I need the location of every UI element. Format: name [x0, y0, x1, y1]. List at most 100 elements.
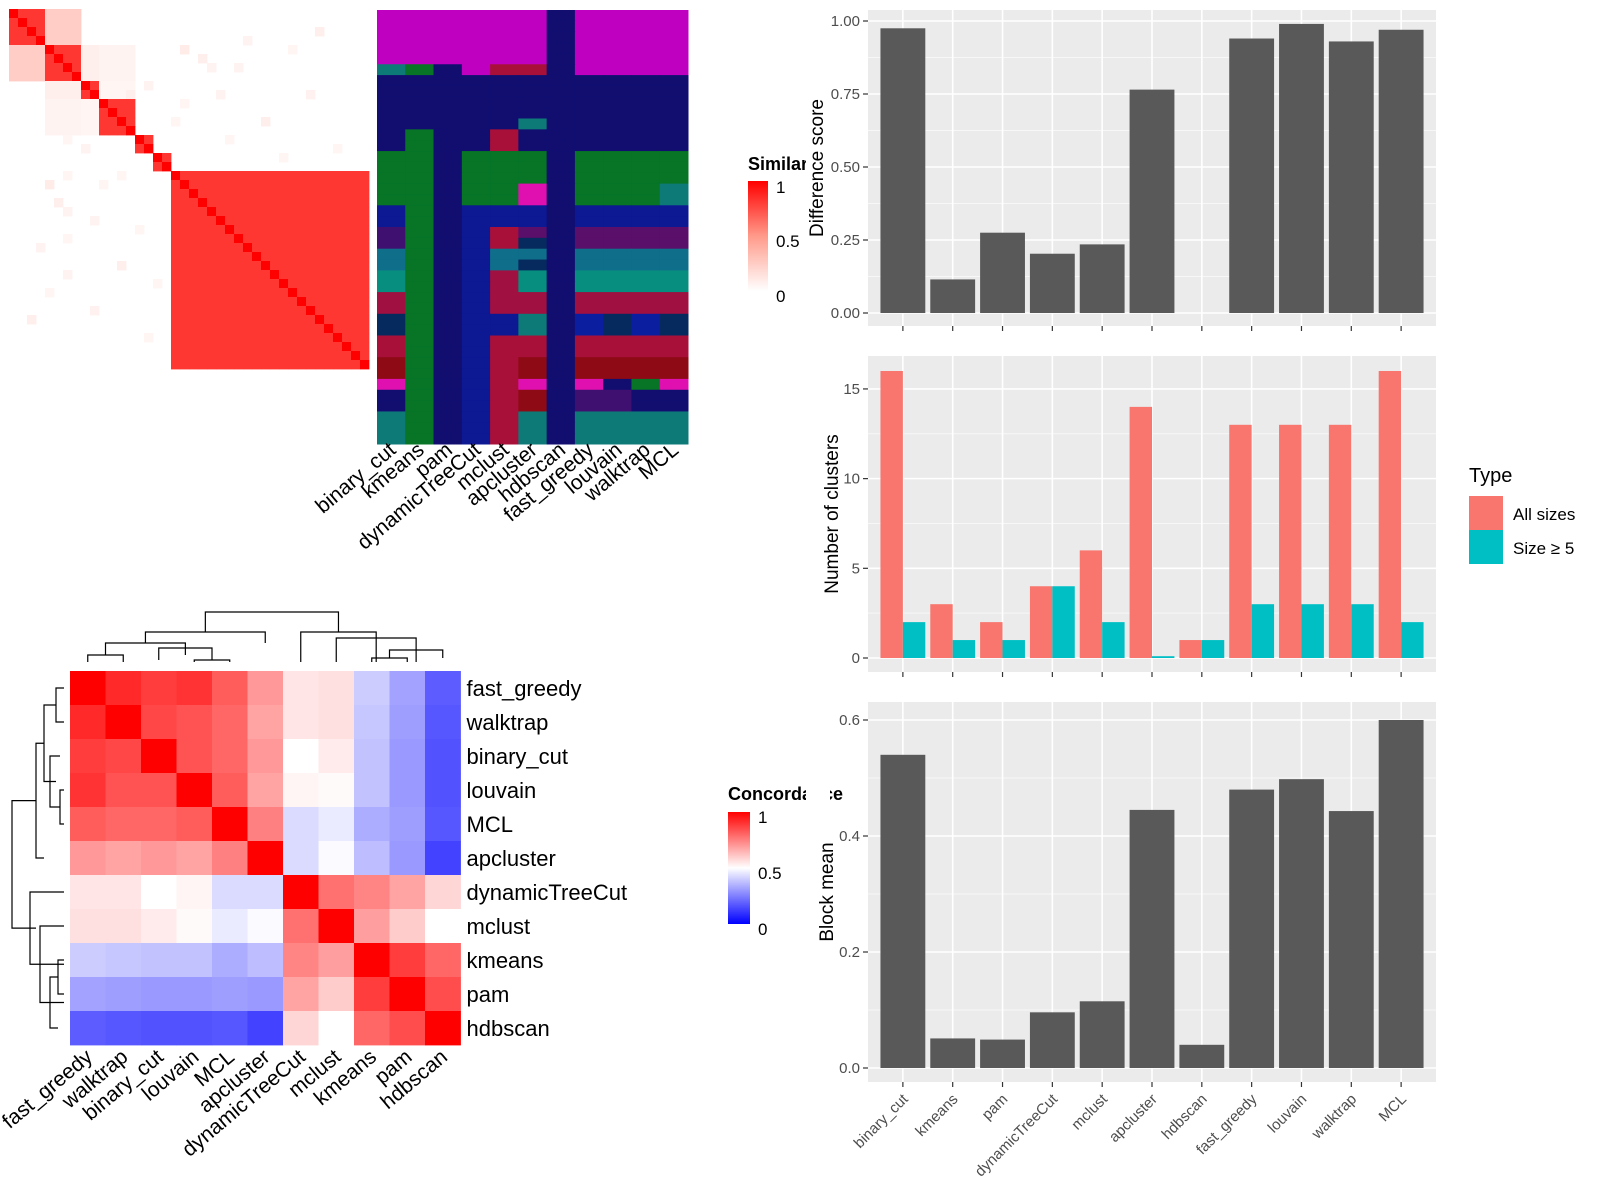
assignment-cell — [490, 227, 519, 239]
similarity-cell — [171, 117, 181, 127]
similarity-cell — [189, 207, 199, 217]
bar-size-ge-5 — [1351, 604, 1374, 658]
similarity-cell — [72, 18, 82, 28]
similarity-cell — [288, 171, 298, 181]
similarity-cell — [198, 306, 208, 316]
assignment-cell — [546, 205, 576, 217]
similarity-cell — [351, 360, 361, 370]
similarity-cell — [261, 261, 271, 271]
assignment-cell — [490, 194, 519, 206]
assignment-cell — [433, 227, 463, 239]
bar-all-sizes — [1029, 586, 1053, 658]
y-tick-label: 10 — [843, 471, 860, 488]
similarity-cell — [315, 27, 325, 37]
assignment-cell — [574, 205, 604, 217]
bar — [930, 279, 976, 313]
similarity-cell — [279, 351, 289, 361]
similarity-cell — [18, 9, 28, 19]
assignment-cell — [377, 313, 406, 326]
assignment-cell — [631, 357, 661, 369]
concordance-cell — [176, 671, 213, 706]
similarity-cell — [207, 297, 217, 307]
similarity-cell — [333, 279, 343, 289]
assignment-cell — [659, 20, 689, 33]
similarity-cell — [243, 270, 253, 280]
assignment-cell — [461, 10, 491, 22]
similarity-cell — [135, 135, 145, 145]
assignment-cell — [461, 183, 491, 195]
assignment-cell — [574, 129, 604, 141]
assignment-cell — [574, 357, 604, 369]
similarity-cell — [342, 342, 352, 352]
similarity-cell — [216, 180, 226, 190]
similarity-cell — [270, 333, 280, 343]
assignment-cell — [631, 400, 661, 412]
assignment-cell — [574, 140, 604, 152]
similarity-cell — [279, 360, 289, 370]
similarity-cell — [207, 306, 217, 316]
similarity-cell — [180, 279, 190, 289]
similarity-cell — [360, 261, 370, 271]
concordance-cell — [70, 705, 106, 740]
similarity-cell — [207, 189, 217, 199]
assignment-cell — [603, 216, 632, 228]
assignment-cell — [490, 75, 519, 87]
assignment-cell — [546, 75, 576, 87]
bar-all-sizes — [1129, 406, 1152, 658]
similarity-cell — [207, 225, 217, 235]
similarity-cell — [261, 279, 271, 289]
concordance-cell — [283, 807, 319, 842]
assignment-cell — [518, 140, 548, 152]
assignment-cell — [631, 248, 661, 261]
similarity-cell — [324, 207, 334, 217]
similarity-cell — [234, 189, 244, 199]
assignment-cell — [377, 368, 406, 380]
bar-size-ge-5 — [1251, 604, 1275, 658]
bar-size-ge-5 — [1002, 640, 1025, 658]
similarity-cell — [297, 270, 307, 280]
similarity-cell — [36, 18, 46, 28]
similarity-cell — [351, 207, 361, 217]
concordance-cell — [176, 807, 213, 842]
assignment-cell — [518, 85, 548, 98]
concordance-cell — [283, 943, 319, 978]
assignment-cell — [405, 281, 435, 293]
similarity-cell — [27, 36, 37, 46]
difference-score-barchart: 0.00 0.25 0.50 0.75 1.00 Difference score — [807, 10, 1436, 331]
assignment-cell — [377, 292, 406, 304]
assignment-cell — [518, 118, 548, 130]
assignment-cell — [659, 324, 689, 336]
similarity-cell — [90, 72, 100, 82]
assignment-cell — [546, 85, 576, 98]
assignment-cell — [377, 85, 406, 98]
similarity-cell — [90, 81, 100, 91]
similarity-cell — [90, 108, 100, 118]
assignment-cell — [659, 422, 689, 434]
similarity-cell — [225, 360, 235, 370]
assignment-cell — [461, 248, 491, 261]
similarity-cell — [351, 252, 361, 262]
concordance-cell — [141, 943, 177, 978]
similarity-cell — [81, 45, 91, 55]
assignment-cell — [659, 433, 689, 445]
assignment-cell — [603, 302, 632, 315]
similarity-cell — [360, 351, 370, 361]
assignment-cell — [574, 324, 604, 336]
concordance-cell — [70, 875, 106, 910]
assignment-cell — [405, 20, 435, 33]
assignment-cell — [377, 205, 406, 217]
concordance-cell — [212, 875, 248, 910]
similarity-cell — [279, 279, 289, 289]
similarity-cell — [198, 324, 208, 334]
bar-all-sizes — [880, 371, 903, 658]
bar-size-ge-5 — [952, 640, 976, 658]
similarity-cell — [171, 189, 181, 199]
similarity-cell — [297, 351, 307, 361]
similarity-cell — [288, 45, 298, 55]
similarity-cell — [261, 351, 271, 361]
concordance-cell — [70, 773, 106, 808]
bar — [1378, 29, 1424, 313]
similarity-cell — [333, 324, 343, 334]
similarity-cell — [324, 333, 334, 343]
y-tick-label: 0.4 — [839, 828, 860, 845]
